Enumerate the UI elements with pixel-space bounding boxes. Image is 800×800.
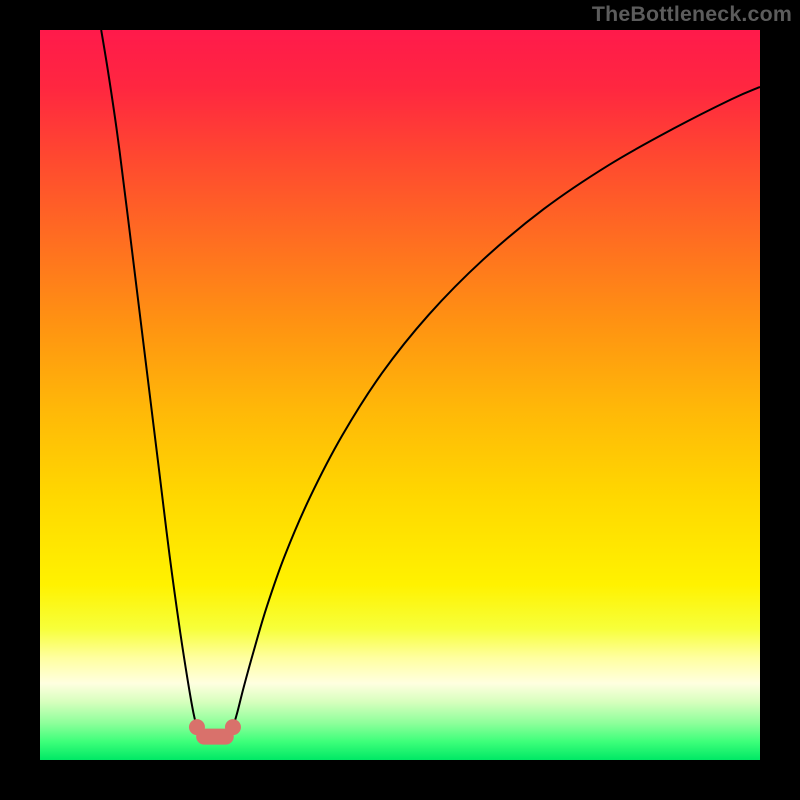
bottleneck-chart <box>0 0 800 800</box>
valley-dot-1 <box>225 719 241 735</box>
valley-dot-0 <box>189 719 205 735</box>
watermark-text: TheBottleneck.com <box>592 2 792 27</box>
